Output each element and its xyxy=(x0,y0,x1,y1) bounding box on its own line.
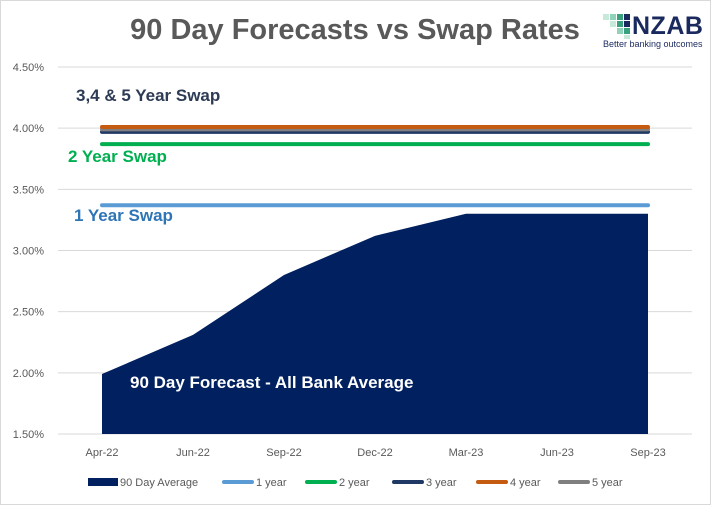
legend-swatch-5-year xyxy=(558,480,590,484)
legend-label-2-year: 2 year xyxy=(339,477,370,489)
y-tick-label: 3.50% xyxy=(13,184,44,196)
x-tick-label: Sep-23 xyxy=(630,447,665,459)
annotation-swap-2: 2 Year Swap xyxy=(68,147,167,166)
y-tick-label: 4.00% xyxy=(13,123,44,135)
x-tick-label: Mar-23 xyxy=(449,447,484,459)
legend-swatch-4-year xyxy=(476,480,508,484)
legend-swatch-1-year xyxy=(222,480,254,484)
legend-swatch-90-day-average xyxy=(88,478,118,486)
x-tick-label: Apr-22 xyxy=(85,447,118,459)
y-tick-label: 2.00% xyxy=(13,368,44,380)
chart-title: 90 Day Forecasts vs Swap Rates xyxy=(130,14,580,46)
annotation-swap-1: 1 Year Swap xyxy=(74,206,173,225)
area-90-day-average xyxy=(102,213,648,434)
legend-label-5-year: 5 year xyxy=(592,477,623,489)
y-tick-label: 1.50% xyxy=(13,429,44,441)
nzab-logo: NZAB Better banking outcomes xyxy=(603,12,707,54)
legend-label-90-day-average: 90 Day Average xyxy=(120,477,198,489)
y-tick-label: 4.50% xyxy=(13,62,44,74)
annotation-forecast: 90 Day Forecast - All Bank Average xyxy=(130,373,413,392)
logo-mosaic-icon xyxy=(603,14,630,39)
legend-label-4-year: 4 year xyxy=(510,477,541,489)
annotation-swap-345: 3,4 & 5 Year Swap xyxy=(76,86,220,105)
legend-label-1-year: 1 year xyxy=(256,477,287,489)
logo-tagline: Better banking outcomes xyxy=(603,39,703,49)
legend-swatch-3-year xyxy=(392,480,424,484)
x-tick-label: Sep-22 xyxy=(266,447,301,459)
logo-wordmark: NZAB xyxy=(632,12,704,40)
y-tick-label: 3.00% xyxy=(13,246,44,258)
legend-label-3-year: 3 year xyxy=(426,477,457,489)
y-tick-label: 2.50% xyxy=(13,307,44,319)
x-tick-label: Jun-22 xyxy=(176,447,210,459)
legend-swatch-2-year xyxy=(305,480,337,484)
x-tick-label: Dec-22 xyxy=(357,447,392,459)
x-tick-label: Jun-23 xyxy=(540,447,574,459)
